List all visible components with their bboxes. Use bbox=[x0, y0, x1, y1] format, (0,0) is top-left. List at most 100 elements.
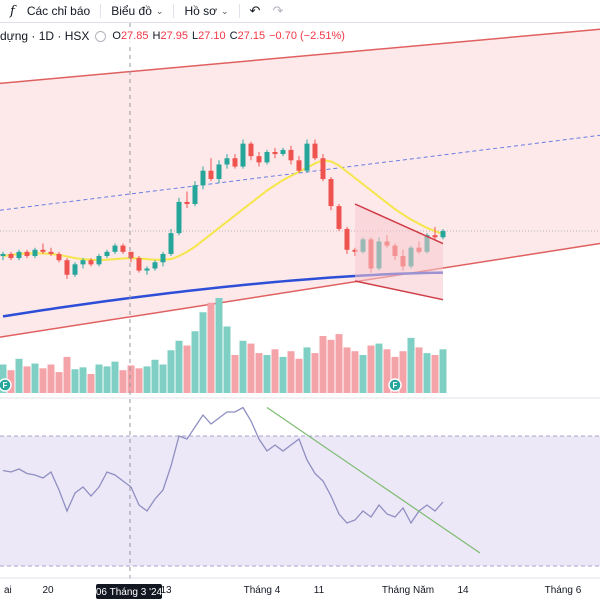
candle-body bbox=[80, 260, 86, 265]
candle-body bbox=[296, 160, 302, 171]
candle-body bbox=[288, 149, 294, 161]
top-toolbar: f Các chỉ báo Biểu đồ ⌄ Hồ sơ ⌄ ↶ ↷ bbox=[0, 0, 600, 23]
profile-label: Hồ sơ bbox=[184, 4, 217, 18]
candle-body bbox=[232, 158, 238, 167]
volume-bar bbox=[263, 355, 271, 393]
volume-bar bbox=[127, 365, 135, 393]
wedge-lower-line bbox=[354, 280, 444, 301]
candle-body bbox=[280, 149, 286, 155]
chart-type-label: Biểu đồ bbox=[111, 4, 152, 18]
volume-bar bbox=[439, 349, 447, 393]
candle-body bbox=[328, 179, 334, 207]
volume-bar bbox=[255, 353, 263, 393]
redo-icon: ↷ bbox=[272, 3, 284, 18]
volume-bar bbox=[399, 351, 407, 393]
volume-bar bbox=[95, 364, 103, 393]
status-dot-icon bbox=[95, 30, 107, 42]
candle-body bbox=[88, 260, 94, 265]
indicators-label: Các chỉ báo bbox=[26, 4, 91, 18]
x-axis-tick-label: 20 bbox=[42, 585, 54, 596]
volume-bar bbox=[327, 339, 335, 393]
dividend-flag-icon bbox=[388, 378, 402, 392]
volume-bar bbox=[239, 340, 247, 393]
candle-body bbox=[112, 245, 118, 252]
x-axis-tick-label: Tháng 4 bbox=[244, 585, 281, 596]
volume-bar bbox=[167, 350, 175, 393]
volume-bar bbox=[319, 336, 327, 393]
crosshair-date-badge bbox=[96, 584, 162, 599]
symbol-name[interactable]: dựng · 1D · HSX bbox=[0, 29, 90, 43]
volume-bar bbox=[23, 366, 31, 393]
candle-body bbox=[16, 251, 22, 259]
volume-bar bbox=[391, 356, 399, 393]
candle-body bbox=[320, 158, 326, 180]
low-value: 27.10 bbox=[198, 30, 226, 42]
indicators-icon[interactable]: f bbox=[10, 3, 15, 19]
volume-bar bbox=[231, 355, 239, 393]
volume-bar bbox=[191, 331, 199, 393]
change-value: −0.70 (−2.51%) bbox=[269, 30, 345, 42]
close-value: 27.15 bbox=[237, 30, 266, 42]
chevron-down-icon: ⌄ bbox=[155, 5, 164, 16]
volume-bar bbox=[343, 347, 351, 393]
symbol-legend: dựng · 1D · HSX O 27.85 H 27.95 L 27.10 C 27… bbox=[0, 28, 349, 44]
high-value: 27.95 bbox=[160, 30, 188, 42]
volume-bar bbox=[311, 353, 319, 393]
volume-bar bbox=[175, 340, 183, 393]
candle-body bbox=[152, 262, 158, 269]
toolbar-divider bbox=[238, 4, 240, 18]
low-key: L bbox=[191, 30, 199, 42]
volume-bar bbox=[135, 368, 143, 393]
channel-lower-line bbox=[0, 242, 600, 338]
rsi-line bbox=[2, 406, 444, 525]
candle-body bbox=[312, 143, 318, 159]
volume-bar bbox=[151, 359, 159, 393]
candle-body bbox=[72, 264, 78, 275]
candle-body bbox=[64, 260, 70, 275]
volume-bar bbox=[15, 358, 23, 393]
candle-body bbox=[440, 231, 446, 238]
rsi-band bbox=[0, 436, 600, 566]
candle-body bbox=[256, 156, 262, 163]
volume-bar bbox=[71, 369, 79, 393]
undo-button[interactable]: ↶ bbox=[244, 0, 267, 22]
candle-body bbox=[160, 253, 166, 263]
volume-bar bbox=[39, 368, 47, 393]
candle-body bbox=[176, 201, 182, 234]
candle-body bbox=[272, 151, 278, 155]
volume-bar bbox=[423, 353, 431, 393]
open-value: 27.85 bbox=[120, 30, 149, 42]
open-key: O bbox=[112, 30, 121, 42]
profile-button[interactable]: Hồ sơ ⌄ bbox=[178, 0, 234, 22]
redo-button[interactable]: ↷ bbox=[266, 0, 289, 22]
x-axis-tick-label: 14 bbox=[457, 585, 469, 596]
dividend-flag-icon: F bbox=[393, 381, 398, 390]
volume-bar bbox=[55, 372, 63, 393]
x-axis-tick-label: ai bbox=[4, 585, 12, 596]
volume-bar bbox=[367, 345, 375, 393]
wedge-fill bbox=[355, 204, 443, 300]
candle-body bbox=[120, 245, 126, 252]
candle-body bbox=[192, 185, 198, 204]
chart-type-button[interactable]: Biểu đồ ⌄ bbox=[105, 0, 169, 22]
volume-bar bbox=[415, 347, 423, 393]
candle-body bbox=[336, 206, 342, 229]
volume-bar bbox=[383, 349, 391, 393]
crosshair-date-label: 06 Tháng 3 '24 bbox=[96, 587, 163, 598]
chevron-down-icon: ⌄ bbox=[220, 5, 229, 16]
close-key: C bbox=[229, 30, 238, 42]
candle-body bbox=[248, 143, 254, 157]
candle-body bbox=[8, 253, 14, 259]
candle-body bbox=[24, 251, 30, 257]
volume-bar bbox=[143, 366, 151, 393]
candle-body bbox=[184, 201, 190, 204]
volume-bar bbox=[359, 355, 367, 393]
candle-body bbox=[208, 170, 214, 180]
volume-bar bbox=[247, 343, 255, 393]
candle-body bbox=[200, 170, 206, 186]
volume-bar bbox=[287, 351, 295, 393]
volume-bar bbox=[103, 366, 111, 393]
indicators-button[interactable]: Các chỉ báo bbox=[21, 0, 96, 22]
candle-body bbox=[96, 256, 102, 265]
